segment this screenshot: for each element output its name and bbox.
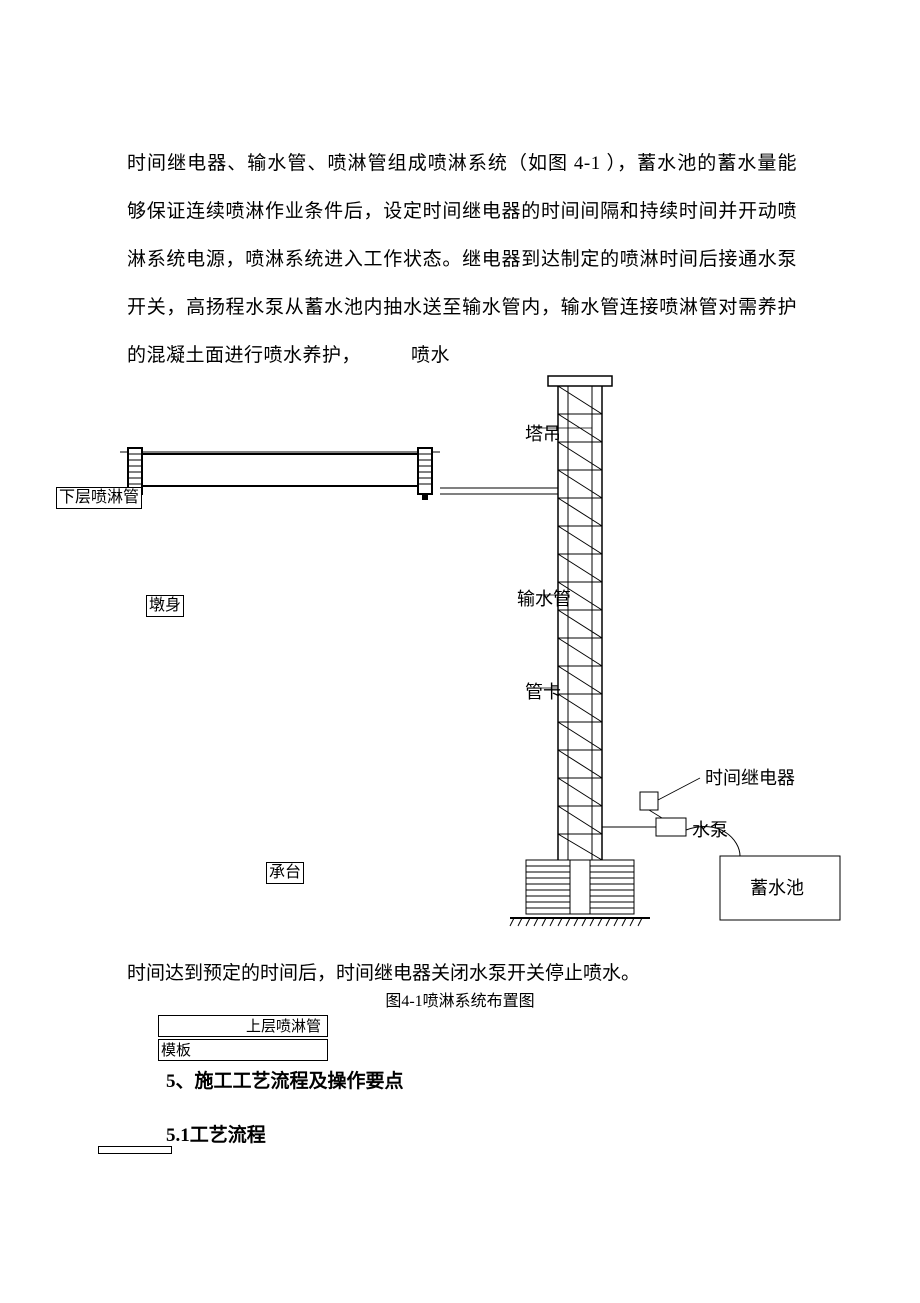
pile-cap-label: 承台 — [266, 862, 304, 884]
after-diagram-text: 时间达到预定的时间后，时间继电器关闭水泵开关停止喷水。 — [127, 958, 797, 985]
pipe-clamp-label: 管卡 — [525, 678, 561, 704]
paragraph-main: 时间继电器、输水管、喷淋管组成喷淋系统（如图 4-1 ），蓄水池的蓄水量能够保证… — [127, 153, 797, 366]
upper-spray-pipe-label: 上层喷淋管 — [158, 1015, 328, 1037]
formwork-label: 模板 — [158, 1039, 328, 1061]
pump-label: 水泵 — [692, 816, 728, 842]
figure-4-1: 下层喷淋管 墩身 承台 — [0, 370, 920, 940]
time-relay-label: 时间继电器 — [705, 764, 795, 790]
water-pipe-label: 输水管 — [517, 585, 571, 611]
stub-box — [98, 1146, 172, 1154]
pier-body-label: 墩身 — [146, 595, 184, 617]
crane-label: 塔吊 — [525, 420, 561, 446]
body-paragraph: 时间继电器、输水管、喷淋管组成喷淋系统（如图 4-1 ），蓄水池的蓄水量能够保证… — [127, 140, 797, 380]
lower-spray-pipe-label: 下层喷淋管 — [56, 487, 142, 509]
heading-5-1: 5.1工艺流程 — [166, 1120, 266, 1147]
tower-svg — [440, 370, 880, 940]
left-beam-svg — [120, 440, 440, 510]
heading-5: 5、施工工艺流程及操作要点 — [166, 1066, 404, 1093]
reservoir-label: 蓄水池 — [750, 874, 804, 900]
figure-caption: 图4-1喷淋系统布置图 — [0, 987, 920, 1011]
